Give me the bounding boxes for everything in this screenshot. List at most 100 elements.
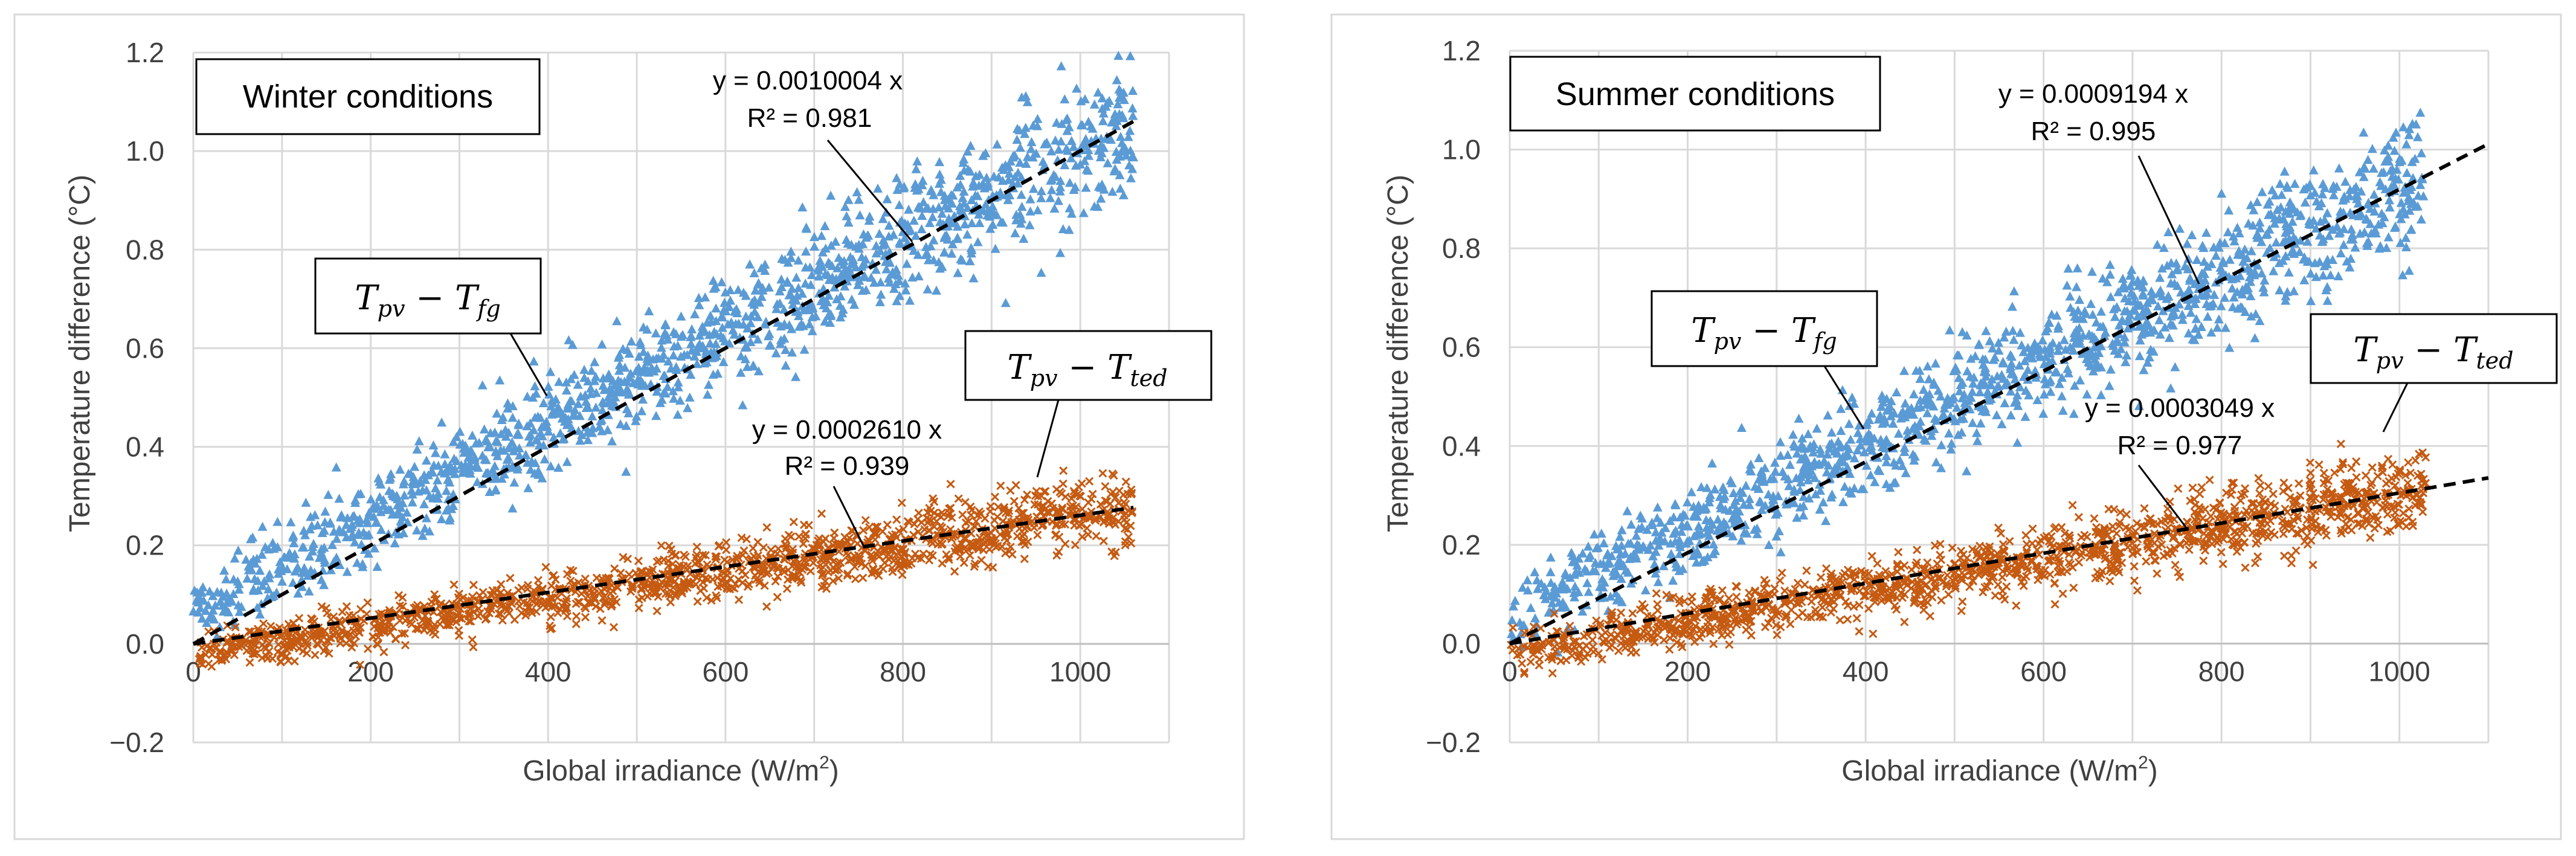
triangle-point: [529, 356, 539, 365]
triangle-point: [514, 418, 524, 428]
triangle-point: [252, 602, 262, 612]
triangle-point: [1096, 148, 1107, 158]
triangle-point: [843, 195, 854, 204]
x-tick-label: 200: [347, 656, 394, 687]
triangle-point: [889, 283, 900, 293]
triangle-point: [364, 549, 374, 558]
triangle-point: [1036, 268, 1046, 277]
triangle-point: [288, 578, 298, 587]
triangle-point: [829, 282, 840, 292]
triangle-point: [405, 469, 416, 478]
triangle-point: [524, 431, 534, 441]
x-point: [496, 610, 505, 619]
triangle-point: [992, 139, 1002, 149]
triangle-point: [952, 233, 962, 242]
x-point: [1099, 536, 1108, 545]
triangle-point: [836, 312, 846, 322]
x-point: [965, 551, 974, 560]
x-point: [231, 623, 240, 632]
x-point: [967, 506, 976, 515]
x-point: [425, 626, 434, 636]
triangle-point: [201, 605, 211, 615]
triangle-point: [308, 546, 318, 556]
x-point: [892, 550, 901, 559]
x-point: [816, 561, 825, 570]
x-point: [242, 646, 251, 655]
x-tick-label: 0: [1502, 655, 1518, 687]
triangle-point: [361, 530, 372, 540]
triangle-point: [990, 243, 1000, 253]
triangle-point: [503, 398, 513, 408]
triangle-point: [439, 468, 449, 478]
triangle-point: [718, 356, 729, 366]
x-point: [1121, 477, 1130, 486]
triangle-point: [816, 231, 826, 240]
triangle-point: [947, 248, 957, 258]
triangle-point: [753, 312, 763, 321]
triangle-point: [286, 517, 296, 527]
x-point: [947, 513, 956, 522]
x-point: [728, 555, 737, 564]
x-point: [711, 555, 720, 564]
x-point: [416, 622, 425, 631]
triangle-point: [740, 354, 750, 364]
triangle-point: [469, 452, 480, 462]
x-point: [999, 516, 1008, 526]
triangle-point: [644, 306, 654, 315]
x-point: [843, 571, 852, 580]
triangle-point: [1004, 169, 1014, 178]
trend1-r2: R² = 0.981: [747, 103, 872, 133]
triangle-point: [196, 585, 206, 595]
x-point: [427, 597, 436, 607]
triangle-point: [613, 375, 623, 385]
triangle-point: [550, 408, 561, 418]
triangle-point: [349, 510, 359, 520]
x-point: [979, 539, 988, 549]
triangle-point: [546, 367, 556, 376]
triangle-point: [874, 228, 884, 238]
triangle-point: [724, 338, 735, 348]
triangle-point: [676, 311, 686, 321]
triangle-point: [646, 362, 657, 372]
x-point: [666, 545, 675, 554]
y-tick-labels: −0.20.00.20.40.60.81.01.2: [109, 37, 164, 758]
triangle-point: [1096, 193, 1106, 203]
triangle-point: [358, 562, 368, 571]
triangle-point: [1117, 138, 1127, 147]
triangle-point: [234, 607, 245, 616]
triangle-point: [973, 237, 983, 246]
series-2-points: [195, 466, 1137, 671]
trend2-r2: R² = 0.939: [785, 451, 910, 481]
triangle-point: [583, 376, 593, 385]
y-tick-label: 0.6: [1442, 332, 1481, 363]
triangle-point: [878, 235, 889, 245]
x-point: [909, 530, 918, 539]
triangle-point: [742, 323, 753, 333]
triangle-point: [272, 542, 283, 552]
triangle-point: [988, 201, 998, 211]
triangle-point: [1046, 185, 1057, 195]
x-tick-label: 800: [2198, 655, 2245, 687]
triangle-point: [955, 170, 965, 180]
triangle-point: [392, 509, 402, 519]
triangle-point: [341, 532, 352, 541]
x-point: [666, 597, 675, 607]
winter-chart: 0 200 400 600 800 1000 −0.20.00.20.40.60.81.0…: [13, 13, 1245, 840]
triangle-point: [192, 596, 202, 605]
x-point: [1107, 547, 1116, 556]
triangle-point: [700, 292, 710, 301]
x-point: [917, 518, 926, 527]
triangle-point: [913, 249, 923, 259]
x-point: [773, 593, 782, 602]
triangle-point: [336, 510, 347, 520]
triangle-point: [663, 356, 674, 366]
x-point: [944, 555, 953, 564]
triangle-point: [684, 392, 695, 402]
triangle-point: [526, 465, 536, 474]
triangle-point: [300, 530, 311, 539]
x-point: [436, 620, 445, 629]
triangle-point: [603, 373, 613, 382]
x-tick-label: 1000: [2369, 655, 2430, 687]
x-point: [1100, 517, 1109, 526]
triangle-point: [277, 576, 287, 586]
